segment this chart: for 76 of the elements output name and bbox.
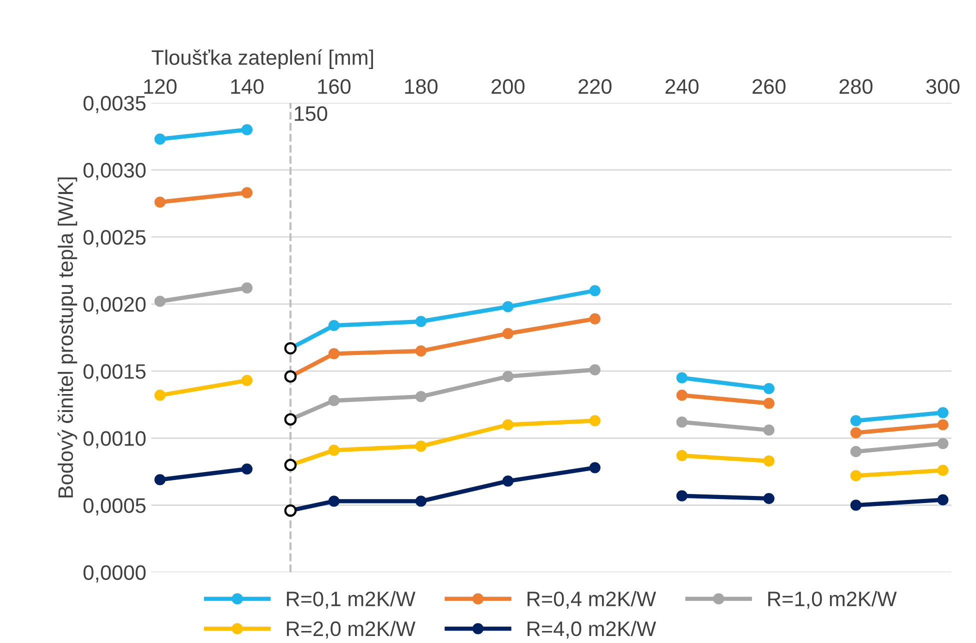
point — [502, 370, 514, 382]
point — [502, 301, 514, 312]
point — [589, 313, 600, 324]
point — [850, 446, 862, 458]
point — [589, 364, 600, 376]
point — [415, 496, 427, 507]
point — [763, 492, 774, 504]
point — [241, 374, 253, 386]
point — [328, 395, 340, 406]
point — [241, 282, 253, 294]
point — [763, 455, 774, 467]
x-tick-label: 160 — [318, 79, 351, 94]
point — [154, 296, 166, 307]
legend-label: R=4,0 m2K/W — [528, 620, 656, 639]
point — [241, 187, 253, 198]
point — [850, 415, 862, 426]
point — [937, 438, 948, 450]
y-tick-label: 0,0035 — [84, 96, 146, 114]
point — [502, 476, 514, 487]
point — [676, 390, 688, 401]
point — [415, 391, 427, 402]
point — [154, 390, 166, 401]
x-tick-label: 140 — [231, 79, 264, 94]
x-tick-label: 220 — [578, 79, 612, 94]
point — [676, 450, 688, 462]
legend-label: R=0,1 m2K/W — [286, 591, 416, 609]
y-tick-label: 0,0000 — [84, 565, 146, 582]
point — [937, 494, 948, 506]
point — [763, 382, 774, 394]
x-tick-label: 200 — [492, 79, 525, 94]
point — [937, 464, 948, 476]
point — [328, 320, 340, 332]
x-tick-label: 280 — [840, 79, 872, 94]
point — [415, 345, 427, 357]
ref-line-label: 150 — [294, 106, 328, 121]
point — [328, 496, 340, 507]
point — [241, 463, 253, 475]
y-tick-label: 0,0025 — [84, 230, 146, 248]
y-tick-label: 0,0030 — [84, 162, 146, 180]
point — [589, 415, 600, 426]
point — [154, 196, 166, 208]
point — [676, 372, 688, 384]
point — [328, 444, 340, 456]
legend-label: R=0,4 m2K/W — [528, 591, 656, 609]
point — [937, 407, 948, 418]
x-tick-label: 120 — [144, 79, 177, 94]
y-tick-label: 0,0015 — [84, 364, 146, 382]
point — [328, 348, 340, 360]
point — [676, 490, 688, 502]
point — [763, 424, 774, 436]
y-tick-label: 0,0020 — [84, 297, 146, 314]
legend-label: R=1,0 m2K/W — [768, 591, 897, 609]
y-axis-title: Bodový činitel prostupu tepla [W/K] — [57, 178, 78, 498]
y-tick-label: 0,0005 — [84, 498, 146, 516]
x-axis-title: Tloušťka zateplení [mm] — [152, 49, 373, 70]
point — [589, 462, 600, 474]
point — [850, 427, 862, 438]
legend-label: R=2,0 m2K/W — [286, 620, 416, 639]
point — [676, 416, 688, 428]
point — [850, 500, 862, 511]
point — [502, 419, 514, 430]
point — [763, 398, 774, 409]
x-tick-label: 240 — [666, 79, 698, 94]
x-tick-label: 300 — [926, 79, 960, 94]
point — [415, 316, 427, 328]
point — [415, 440, 427, 452]
x-tick-label: 180 — [405, 79, 438, 94]
point — [850, 470, 862, 482]
y-tick-label: 0,0010 — [84, 431, 146, 448]
point — [937, 419, 948, 430]
point — [154, 474, 166, 486]
point — [589, 285, 600, 296]
x-tick-label: 260 — [752, 79, 786, 94]
point — [502, 328, 514, 340]
point — [154, 134, 166, 145]
point — [241, 124, 253, 136]
